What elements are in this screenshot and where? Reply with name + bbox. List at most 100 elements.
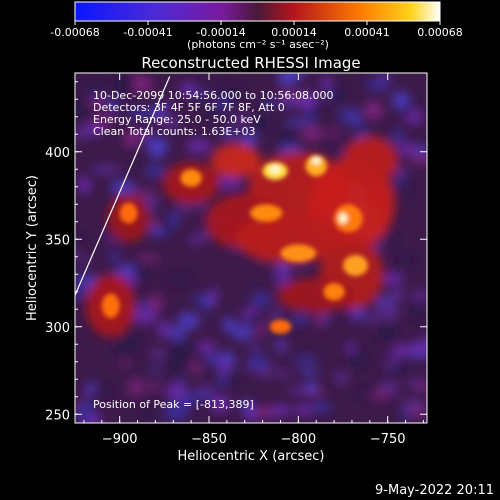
emission-core bbox=[269, 319, 292, 334]
heat-texture-blob bbox=[327, 129, 341, 138]
heat-texture-blob bbox=[139, 383, 163, 391]
heat-texture-blob bbox=[150, 143, 165, 159]
heat-texture-blob bbox=[84, 81, 107, 90]
heat-texture-blob bbox=[110, 180, 136, 195]
heat-texture-blob bbox=[299, 125, 324, 142]
x-axis-label: Heliocentric X (arcsec) bbox=[178, 449, 325, 464]
heat-texture-blob bbox=[253, 113, 268, 133]
chart-title: Reconstructed RHESSI Image bbox=[141, 54, 360, 72]
heat-texture-blob bbox=[96, 165, 123, 175]
heat-texture-blob bbox=[167, 210, 180, 228]
emission-region bbox=[235, 214, 344, 264]
heat-texture-blob bbox=[149, 348, 166, 361]
heat-texture-blob bbox=[203, 104, 218, 118]
heat-texture-blob bbox=[345, 341, 355, 355]
heat-texture-blob bbox=[269, 404, 292, 417]
heat-texture-blob bbox=[419, 336, 427, 345]
emission-core bbox=[334, 204, 363, 233]
heat-texture-blob bbox=[359, 121, 382, 129]
peak-position-label: Position of Peak = [-813,389] bbox=[93, 398, 254, 411]
heat-texture-blob bbox=[128, 75, 154, 94]
heat-texture-blob bbox=[141, 127, 151, 141]
heat-texture-blob bbox=[240, 400, 253, 414]
heat-texture-blob bbox=[348, 350, 365, 368]
heat-texture-blob bbox=[75, 288, 91, 299]
emission-core bbox=[250, 204, 283, 222]
footer-timestamp: 9-May-2022 20:11 bbox=[375, 483, 494, 498]
heat-texture-blob bbox=[388, 351, 408, 358]
heat-texture-blob bbox=[75, 128, 89, 140]
colorbar-tick-label: -0.00068 bbox=[50, 26, 99, 39]
heat-texture-blob bbox=[388, 286, 405, 303]
heat-texture-blob bbox=[289, 386, 301, 394]
heat-texture-blob bbox=[157, 320, 171, 338]
heat-texture-blob bbox=[232, 324, 253, 341]
heat-texture-blob bbox=[147, 217, 160, 230]
heat-texture-blob bbox=[123, 129, 142, 149]
heat-texture-blob bbox=[325, 84, 335, 102]
heat-texture-blob bbox=[219, 86, 244, 99]
heat-texture-blob bbox=[82, 388, 92, 399]
colorbar-tick-label: -0.00014 bbox=[196, 26, 245, 39]
annotation-line: Detectors: 3F 4F 5F 6F 7F 8F, Att 0 bbox=[93, 101, 285, 114]
heat-texture-blob bbox=[75, 403, 95, 421]
x-tick-label: −900 bbox=[102, 432, 138, 447]
heat-texture-blob bbox=[370, 390, 391, 400]
x-tick-label: −800 bbox=[280, 432, 316, 447]
heat-texture-blob bbox=[228, 115, 252, 125]
emission-core bbox=[323, 283, 345, 301]
heat-texture-blob bbox=[382, 272, 404, 285]
heat-texture-blob bbox=[412, 289, 427, 303]
heat-texture-blob bbox=[310, 103, 321, 118]
heat-texture-blob bbox=[173, 339, 193, 355]
heat-texture-blob bbox=[378, 324, 397, 341]
heatmap-core bbox=[101, 155, 369, 334]
emission-core bbox=[343, 255, 369, 276]
heat-texture-blob bbox=[164, 383, 188, 400]
heat-texture-blob bbox=[288, 73, 306, 79]
heat-texture-blob bbox=[335, 114, 356, 121]
heat-texture-blob bbox=[298, 368, 320, 375]
heat-texture-blob bbox=[292, 355, 318, 365]
heat-texture-blob bbox=[367, 310, 378, 326]
colorbar-gradient bbox=[74, 1, 441, 22]
heat-texture-blob bbox=[384, 233, 396, 246]
heat-texture-blob bbox=[147, 294, 164, 312]
heat-texture-blob bbox=[250, 291, 272, 308]
heat-texture-blob bbox=[91, 115, 114, 126]
heat-texture-blob bbox=[136, 255, 162, 262]
heat-texture-blob bbox=[366, 78, 391, 91]
colorbar: -0.00068 -0.00041 -0.00014 0.00014 0.00041 0.… bbox=[50, 1, 463, 51]
heat-texture-blob bbox=[311, 401, 332, 414]
heatmap-plot bbox=[75, 73, 427, 423]
solar-limb-line bbox=[75, 76, 171, 296]
emission-peak bbox=[338, 213, 348, 224]
heat-texture-blob bbox=[161, 101, 173, 109]
observation-annotations: 10-Dec-2099 10:54:56.000 to 10:56:08.000… bbox=[93, 89, 334, 138]
heat-texture-blob bbox=[395, 256, 414, 265]
colorbar-unit-label: (photons cm⁻² s⁻¹ asec⁻²) bbox=[187, 38, 329, 51]
heat-texture-blob bbox=[77, 176, 91, 194]
emission-core bbox=[101, 293, 120, 318]
heat-texture-blob bbox=[222, 316, 236, 333]
emission-core bbox=[280, 244, 317, 262]
emission-peak bbox=[269, 164, 281, 174]
heat-texture-blob bbox=[392, 129, 406, 143]
emission-peak bbox=[311, 156, 321, 165]
colorbar-tick-label: -0.00041 bbox=[123, 26, 172, 39]
y-axis: 250 300 350 400 bbox=[45, 81, 427, 423]
annotation-line: Clean Total counts: 1.63E+03 bbox=[93, 125, 256, 138]
heat-texture-blob bbox=[332, 88, 346, 103]
y-tick-label: 300 bbox=[45, 321, 70, 336]
heat-texture-blob bbox=[112, 74, 135, 94]
heat-texture-blob bbox=[382, 360, 399, 370]
heat-texture-blob bbox=[151, 367, 160, 375]
y-tick-label: 350 bbox=[45, 233, 70, 248]
heat-texture-blob bbox=[363, 100, 384, 121]
heat-texture-blob bbox=[197, 340, 216, 355]
heat-texture-blob bbox=[319, 75, 332, 89]
emission-core bbox=[305, 155, 327, 177]
heat-texture-blob bbox=[377, 302, 399, 322]
heat-texture-blob bbox=[221, 130, 237, 139]
